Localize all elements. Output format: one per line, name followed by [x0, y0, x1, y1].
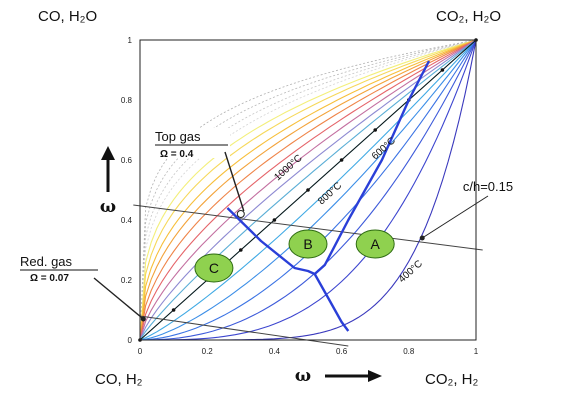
red-gas-arrow: [93, 277, 144, 320]
zone-label-b: B: [303, 236, 312, 252]
top-gas-omega: Ω = 0.4: [160, 149, 194, 160]
isotherm-curve: [139, 39, 477, 341]
x-tick-label: 0.4: [269, 347, 281, 356]
isotherm-curve: [139, 39, 477, 341]
x-tick-label: 1: [474, 347, 479, 356]
chord-line: [133, 204, 483, 251]
isotherm-curve: [139, 39, 477, 341]
y-axis-arrowhead: [101, 146, 115, 160]
top-gas-label: Top gas: [155, 129, 201, 144]
zone-label-c: C: [209, 260, 219, 276]
y-tick-label: 0.4: [121, 216, 133, 225]
chart-overlay: [93, 38, 489, 347]
corner-label-bottom-right: CO₂, H₂: [425, 371, 479, 388]
red-gas-omega: Ω = 0.07: [30, 273, 69, 284]
zone-b: [288, 229, 328, 259]
isotherm-curve: [139, 39, 477, 341]
operating-line-point: [239, 248, 243, 252]
zone-label-a: A: [371, 236, 381, 252]
operating-line-point: [440, 68, 445, 72]
zone-c: [194, 253, 234, 283]
red-gas-label: Red. gas: [20, 254, 73, 269]
corner-label-top-right: CO₂, H₂O: [436, 8, 501, 25]
y-tick-label: 1: [128, 36, 133, 45]
operating-line-point: [306, 188, 310, 192]
chord-arrow: [421, 195, 489, 239]
top-gas-point: [236, 210, 245, 218]
operating-line-point: [171, 308, 176, 312]
top-gas-arrow: [224, 151, 245, 212]
reducing-gas-line: [139, 315, 349, 347]
operating-line-point: [339, 158, 344, 162]
x-tick-label: 0: [138, 347, 143, 356]
x-tick-label: 0.8: [403, 347, 415, 356]
corner-label-top-left: CO, H₂O: [38, 8, 98, 25]
isotherm-label: 400°C: [397, 258, 425, 285]
isotherm-curve: [139, 39, 477, 341]
isotherm-curve: [139, 39, 477, 341]
x-axis-label: ω: [295, 366, 311, 386]
phase-boundary: [313, 273, 350, 332]
isotherm-curve: [139, 39, 477, 341]
top-gas-box: [157, 128, 230, 158]
red-gas-point: [140, 316, 146, 322]
isotherm-curve: [139, 39, 477, 341]
chord-label: c/h=0.15: [463, 179, 513, 194]
y-tick-label: 0.2: [121, 276, 133, 285]
phase-boundary: [313, 60, 431, 275]
y-tick-label: 0.6: [121, 156, 133, 165]
phase-boundary: [226, 207, 316, 276]
zone-a: [355, 229, 395, 259]
corner-label-bottom-left: CO, H₂: [95, 371, 143, 388]
plot-frame: [139, 39, 477, 341]
x-tick-label: 0.6: [336, 347, 348, 356]
axis-ticks: 0 0.2 0.4 0.6 0.8 1 0 0.2 0.4 0.6 0.8 1: [121, 36, 479, 356]
isotherm-curve: [139, 39, 477, 341]
isotherm-curve: [139, 39, 477, 341]
isotherm-curve: [139, 39, 477, 341]
chord-point: [419, 235, 425, 241]
isotherm-curve: [140, 39, 477, 341]
isotherm-label: 1000°C: [272, 153, 304, 184]
y-axis-label: ω: [100, 197, 116, 217]
y-tick-label: 0: [128, 336, 133, 345]
operating-line-point: [373, 128, 378, 132]
y-tick-label: 0.8: [121, 96, 133, 105]
x-axis-arrowhead: [368, 370, 382, 382]
operating-line-point: [272, 218, 277, 222]
x-tick-label: 0.2: [202, 347, 214, 356]
isotherm-label: 800°C: [316, 180, 344, 207]
isotherm-curve: [140, 39, 477, 341]
